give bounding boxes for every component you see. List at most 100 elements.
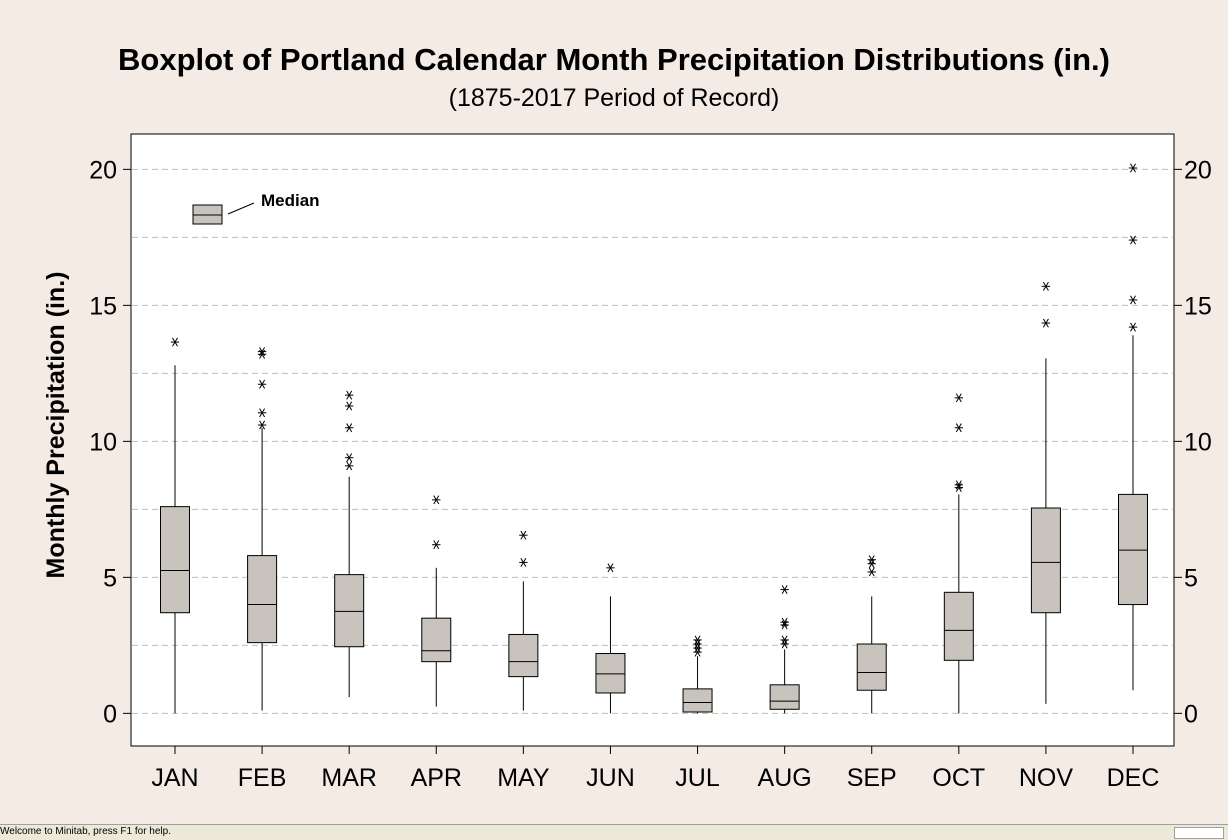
outlier-stroke <box>868 567 875 577</box>
outlier-marker <box>344 401 354 411</box>
outlier-marker <box>780 617 789 627</box>
outlier-marker <box>344 390 354 400</box>
outlier-stroke <box>955 480 962 490</box>
outlier-stroke <box>259 408 266 418</box>
box-feb <box>247 347 278 711</box>
x-tick-label: MAR <box>321 764 377 792</box>
x-tick-label: JUL <box>675 764 720 792</box>
outlier-stroke <box>781 585 788 595</box>
outlier-stroke <box>1042 281 1049 291</box>
chart-subtitle: (1875-2017 Period of Record) <box>449 84 780 112</box>
outlier-marker <box>1128 295 1138 305</box>
outlier-stroke <box>607 563 614 573</box>
outlier-stroke <box>868 555 875 565</box>
outlier-marker <box>780 635 789 645</box>
outlier-marker <box>954 393 964 403</box>
iqr-box <box>1118 493 1148 606</box>
outlier-stroke <box>259 420 266 430</box>
y-tick-label-left: 20 <box>89 156 117 184</box>
iqr-box <box>508 633 539 678</box>
outlier-marker <box>693 643 702 653</box>
y-tick-label-right: 15 <box>1184 292 1212 320</box>
outlier-marker <box>344 461 354 471</box>
outlier-stroke <box>1130 163 1136 173</box>
y-tick-label-right: 10 <box>1184 428 1212 456</box>
outlier-stroke <box>346 461 353 471</box>
outlier-marker <box>344 453 354 463</box>
y-tick-label-right: 20 <box>1184 156 1212 184</box>
outlier-stroke <box>520 557 527 567</box>
x-tick-label: JUN <box>586 764 635 792</box>
status-bar: Welcome to Minitab, press F1 for help. <box>0 824 1228 840</box>
status-message: Welcome to Minitab, press F1 for help. <box>0 826 171 837</box>
y-tick-label-right: 0 <box>1184 700 1198 728</box>
outlier-stroke <box>694 639 701 649</box>
iqr-box <box>421 617 452 663</box>
box-jan <box>160 337 190 714</box>
iqr-box <box>856 643 887 691</box>
outlier-marker <box>693 647 702 657</box>
y-tick-label-left: 15 <box>89 292 117 320</box>
box-nov <box>1030 281 1061 704</box>
outlier-stroke <box>259 379 266 389</box>
x-tick-label: MAY <box>497 764 550 792</box>
box-dec <box>1118 163 1148 691</box>
outlier-marker <box>1128 163 1138 173</box>
x-tick-label: AUG <box>758 764 812 792</box>
outlier-stroke <box>955 423 962 433</box>
outlier-marker <box>1128 322 1138 332</box>
outlier-stroke <box>1130 322 1136 332</box>
legend-label: Median <box>261 191 320 210</box>
outlier-marker <box>780 585 789 595</box>
iqr-box <box>769 684 800 710</box>
box-aug <box>769 585 800 714</box>
axes: 0 0 5 5 10 10 15 15 20 20 JAN FEB MAR APR MAY JUN JUL AUG… <box>89 156 1212 792</box>
outlier-marker <box>606 563 615 573</box>
outlier-marker <box>519 557 528 567</box>
y-tick-label-left: 5 <box>103 564 117 592</box>
outlier-marker <box>954 480 964 490</box>
y-axis-label: Monthly Precipitation (in.) <box>42 272 70 579</box>
outlier-marker <box>1041 318 1051 328</box>
iqr-box <box>247 555 278 644</box>
y-tick-label-left: 0 <box>103 700 117 728</box>
outlier-stroke <box>433 495 440 505</box>
outlier-marker <box>867 559 876 569</box>
box-sep <box>856 555 887 714</box>
box-mar <box>334 390 365 698</box>
outlier-stroke <box>694 643 701 653</box>
outlier-stroke <box>868 559 875 569</box>
box-oct <box>943 393 974 714</box>
outlier-marker <box>170 337 180 347</box>
y-tick-label-right: 5 <box>1184 564 1198 592</box>
outlier-marker <box>1128 235 1138 245</box>
outlier-stroke <box>520 530 527 540</box>
outlier-stroke <box>346 390 353 400</box>
outlier-stroke <box>259 347 266 357</box>
box-jul <box>682 635 713 714</box>
outlier-marker <box>344 423 354 433</box>
outlier-stroke <box>346 453 353 463</box>
x-tick-label: APR <box>411 764 462 792</box>
outlier-marker <box>867 555 876 565</box>
outlier-stroke <box>1042 318 1049 328</box>
outlier-stroke <box>781 617 788 627</box>
outlier-stroke <box>694 647 701 657</box>
outlier-marker <box>432 540 441 550</box>
iqr-box <box>1030 507 1061 614</box>
box-jun <box>595 563 626 714</box>
outlier-marker <box>257 420 267 430</box>
outlier-marker <box>257 408 267 418</box>
outlier-marker <box>1041 281 1051 291</box>
outlier-stroke <box>346 401 353 411</box>
iqr-box <box>334 574 365 648</box>
outlier-stroke <box>781 635 788 645</box>
legend-leader-line <box>227 202 255 215</box>
outlier-stroke <box>1130 295 1136 305</box>
gridlines <box>132 168 1173 714</box>
outlier-marker <box>954 423 964 433</box>
outlier-stroke <box>781 639 788 649</box>
x-tick-label: OCT <box>932 764 985 792</box>
iqr-box <box>160 506 190 614</box>
outlier-stroke <box>346 423 353 433</box>
